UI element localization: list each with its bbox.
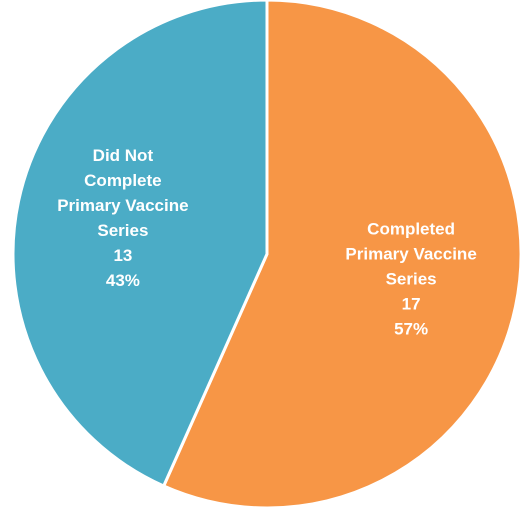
slice-category-line: Series [97,221,148,240]
pie-slice-0 [162,0,522,510]
slice-value: 17 [402,295,421,314]
slice-category-line: Primary Vaccine [57,196,188,215]
slice-category-line: Did Not [93,146,154,165]
slice-percent: 43% [106,271,140,290]
pie-slice-label-0: Completed Primary Vaccine Series 17 57% [345,220,476,339]
slice-value: 13 [113,246,132,265]
pie-slice-1 [11,0,269,488]
slice-category-line: Series [386,270,437,289]
pie-slices [11,0,522,510]
slice-category-line: Primary Vaccine [345,245,476,264]
slice-category-line: Completed [367,220,455,239]
slice-category-line: Complete [84,171,161,190]
pie-labels: Completed Primary Vaccine Series 17 57% Did N… [57,146,477,339]
pie-slice-label-1: Did Not Complete Primary Vaccine Series 13 43… [57,146,188,290]
slice-percent: 57% [394,320,428,339]
